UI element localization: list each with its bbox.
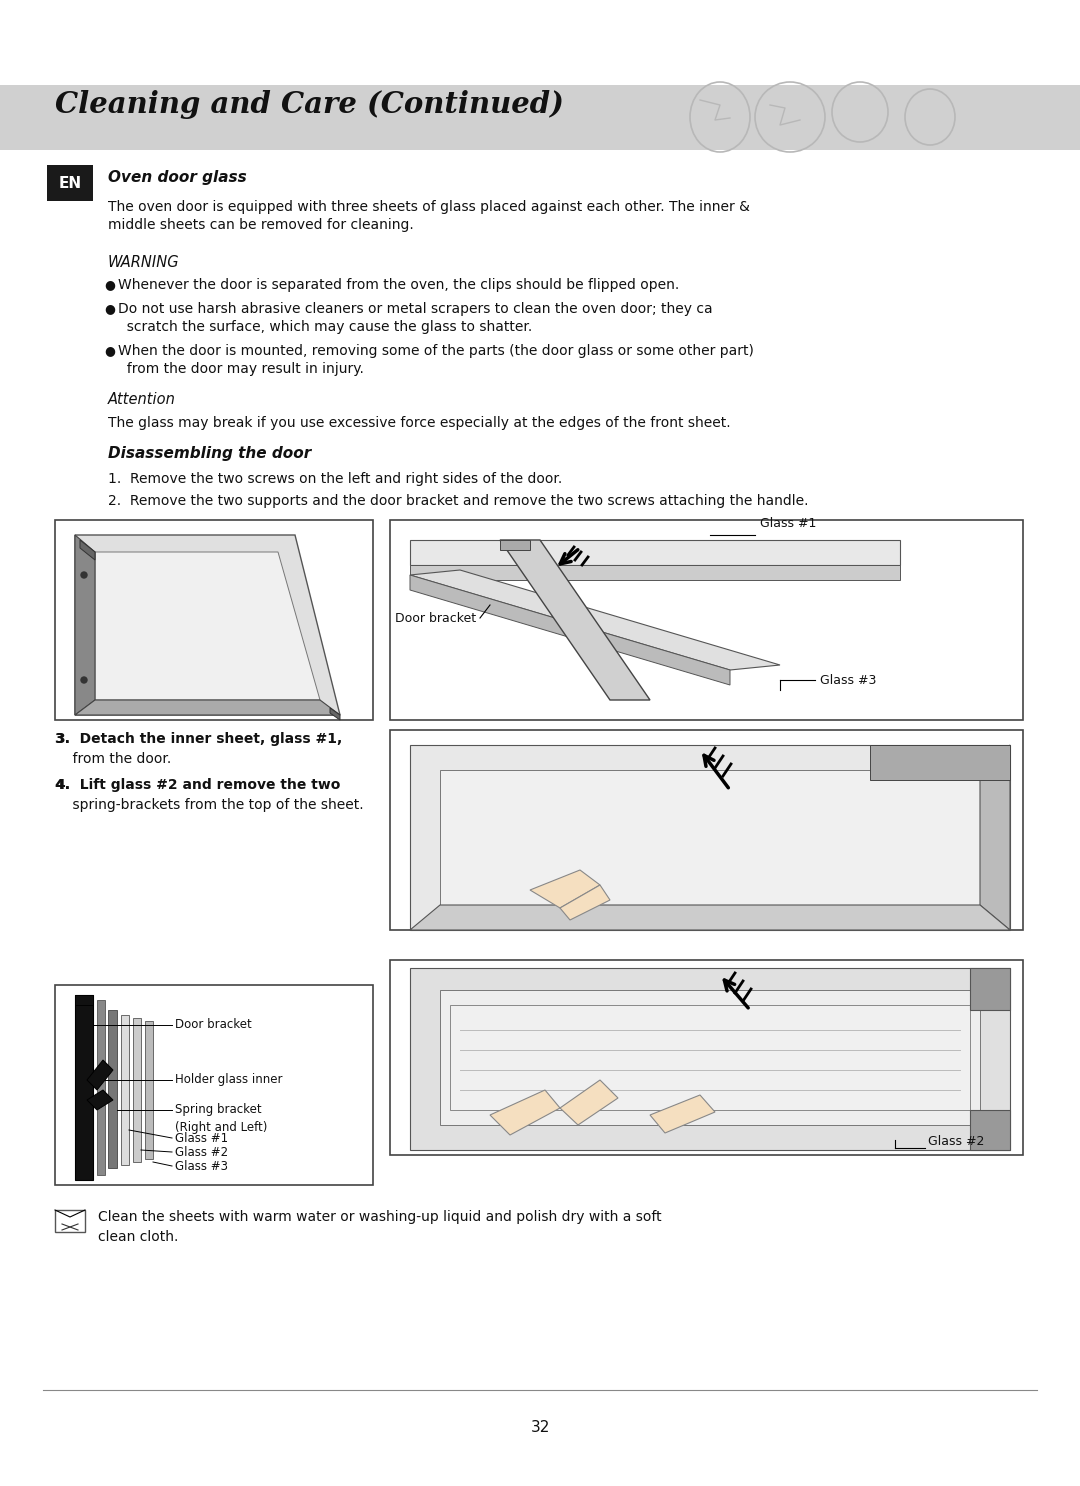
Polygon shape [490,1091,561,1135]
Text: Glass #2: Glass #2 [928,1135,984,1149]
Polygon shape [87,1091,113,1110]
Polygon shape [108,1010,117,1168]
Polygon shape [450,1005,970,1110]
Text: The glass may break if you use excessive force especially at the edges of the fr: The glass may break if you use excessive… [108,416,731,429]
Text: Door bracket: Door bracket [175,1018,252,1031]
Polygon shape [410,967,1010,1150]
Text: Glass #2: Glass #2 [175,1146,228,1159]
Bar [55,520,373,721]
Text: 4.: 4. [55,779,70,792]
Text: Clean the sheets with warm water or washing-up liquid and polish dry with a soft: Clean the sheets with warm water or wash… [98,1210,662,1224]
Text: middle sheets can be removed for cleaning.: middle sheets can be removed for cleanin… [108,218,414,232]
Polygon shape [561,886,610,920]
Polygon shape [561,1080,618,1125]
Text: Cleaning and Care (Continued): Cleaning and Care (Continued) [55,91,564,119]
Bar [48,165,93,201]
Polygon shape [410,744,1010,930]
Text: When the door is mounted, removing some of the parts (the door glass or some oth: When the door is mounted, removing some … [118,343,754,358]
Polygon shape [410,571,780,670]
Text: 3.  Detach the inner sheet, glass #1,: 3. Detach the inner sheet, glass #1, [55,733,342,746]
Polygon shape [80,539,95,560]
Text: Glass #3: Glass #3 [175,1159,228,1172]
Polygon shape [410,539,900,565]
Bar [0,85,1080,150]
Text: WARNING: WARNING [108,256,179,270]
Text: from the door may result in injury.: from the door may result in injury. [118,363,364,376]
Text: ●: ● [104,302,114,315]
Text: Spring bracket: Spring bracket [175,1104,261,1116]
Polygon shape [133,1018,141,1162]
Polygon shape [121,1015,129,1165]
Text: Glass #1: Glass #1 [175,1131,228,1144]
Text: Glass #3: Glass #3 [820,673,876,687]
Polygon shape [410,565,900,580]
Polygon shape [97,1000,105,1175]
Bar [390,730,1023,930]
Polygon shape [970,1110,1010,1150]
Polygon shape [75,996,93,1005]
Polygon shape [95,551,320,700]
Polygon shape [980,744,1010,930]
Text: Disassembling the door: Disassembling the door [108,446,311,461]
Polygon shape [75,996,93,1180]
Text: Attention: Attention [108,392,176,407]
Text: EN: EN [58,175,82,190]
Bar [55,985,373,1184]
Text: ●: ● [104,343,114,357]
Circle shape [81,572,87,578]
Circle shape [81,678,87,684]
Text: Door bracket: Door bracket [395,612,476,624]
Polygon shape [410,905,1010,930]
Polygon shape [87,1060,113,1091]
Text: clean cloth.: clean cloth. [98,1230,178,1244]
Polygon shape [970,967,1010,1010]
Text: 1.  Remove the two screws on the left and right sides of the door.: 1. Remove the two screws on the left and… [108,473,563,486]
Polygon shape [330,707,340,721]
Text: 32: 32 [530,1421,550,1435]
Bar [55,1210,85,1232]
Text: ●: ● [104,278,114,291]
Text: 3.: 3. [55,733,70,746]
Text: Glass #1: Glass #1 [760,517,816,531]
Polygon shape [75,535,340,715]
Polygon shape [410,575,730,685]
Polygon shape [440,770,980,905]
Polygon shape [75,535,95,715]
Polygon shape [870,744,1010,780]
Text: Oven door glass: Oven door glass [108,169,246,184]
Text: from the door.: from the door. [55,752,172,765]
Bar [390,520,1023,721]
Polygon shape [500,539,650,700]
Text: 2.  Remove the two supports and the door bracket and remove the two screws attac: 2. Remove the two supports and the door … [108,493,809,508]
Polygon shape [75,700,340,715]
Bar [390,960,1023,1155]
Polygon shape [145,1021,153,1159]
Text: Whenever the door is separated from the oven, the clips should be flipped open.: Whenever the door is separated from the … [118,278,679,293]
Text: scratch the surface, which may cause the glass to shatter.: scratch the surface, which may cause the… [118,319,532,334]
Polygon shape [650,1095,715,1132]
Text: (Right and Left): (Right and Left) [175,1122,268,1134]
Polygon shape [440,990,980,1125]
Text: 4.  Lift glass #2 and remove the two: 4. Lift glass #2 and remove the two [55,779,340,792]
Polygon shape [530,869,600,908]
Polygon shape [500,539,530,550]
Text: Do not use harsh abrasive cleaners or metal scrapers to clean the oven door; the: Do not use harsh abrasive cleaners or me… [118,302,713,317]
Text: spring-brackets from the top of the sheet.: spring-brackets from the top of the shee… [55,798,364,811]
Text: The oven door is equipped with three sheets of glass placed against each other. : The oven door is equipped with three she… [108,201,750,214]
Text: Holder glass inner: Holder glass inner [175,1073,283,1086]
